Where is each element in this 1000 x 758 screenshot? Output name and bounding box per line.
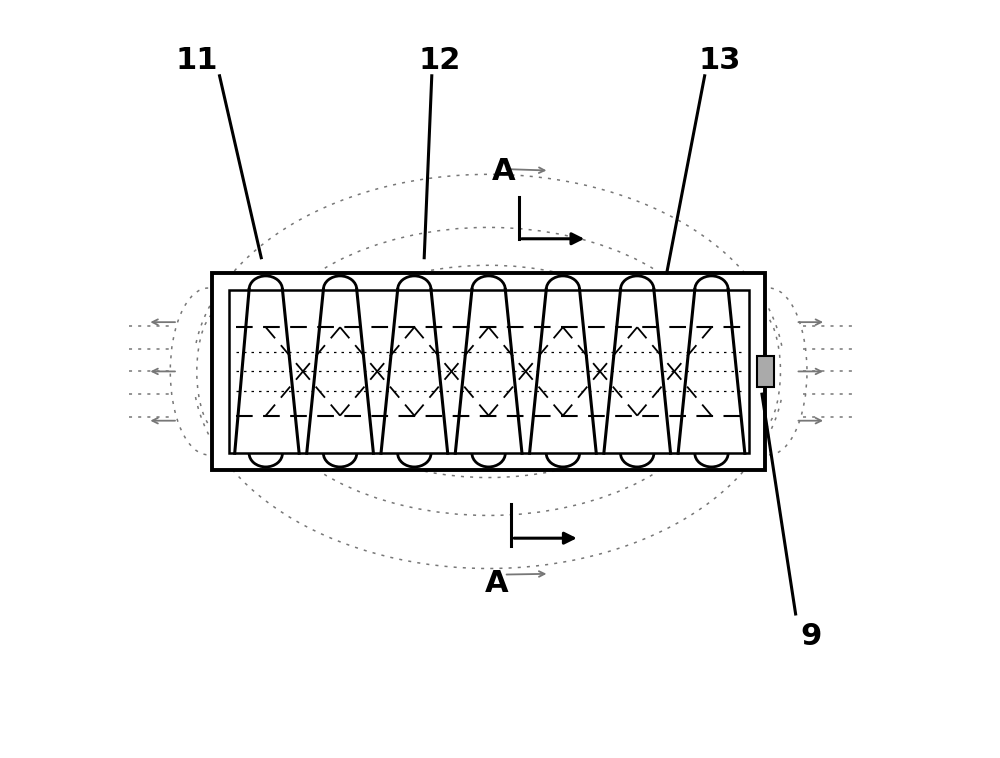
Bar [757,356,774,387]
Bar [229,290,749,453]
Text: 13: 13 [699,46,741,75]
Text: 9: 9 [800,622,821,651]
Bar [212,273,765,470]
Text: 12: 12 [418,46,461,75]
Text: A: A [484,568,508,597]
Text: 11: 11 [176,46,218,75]
Text: A: A [492,157,516,186]
